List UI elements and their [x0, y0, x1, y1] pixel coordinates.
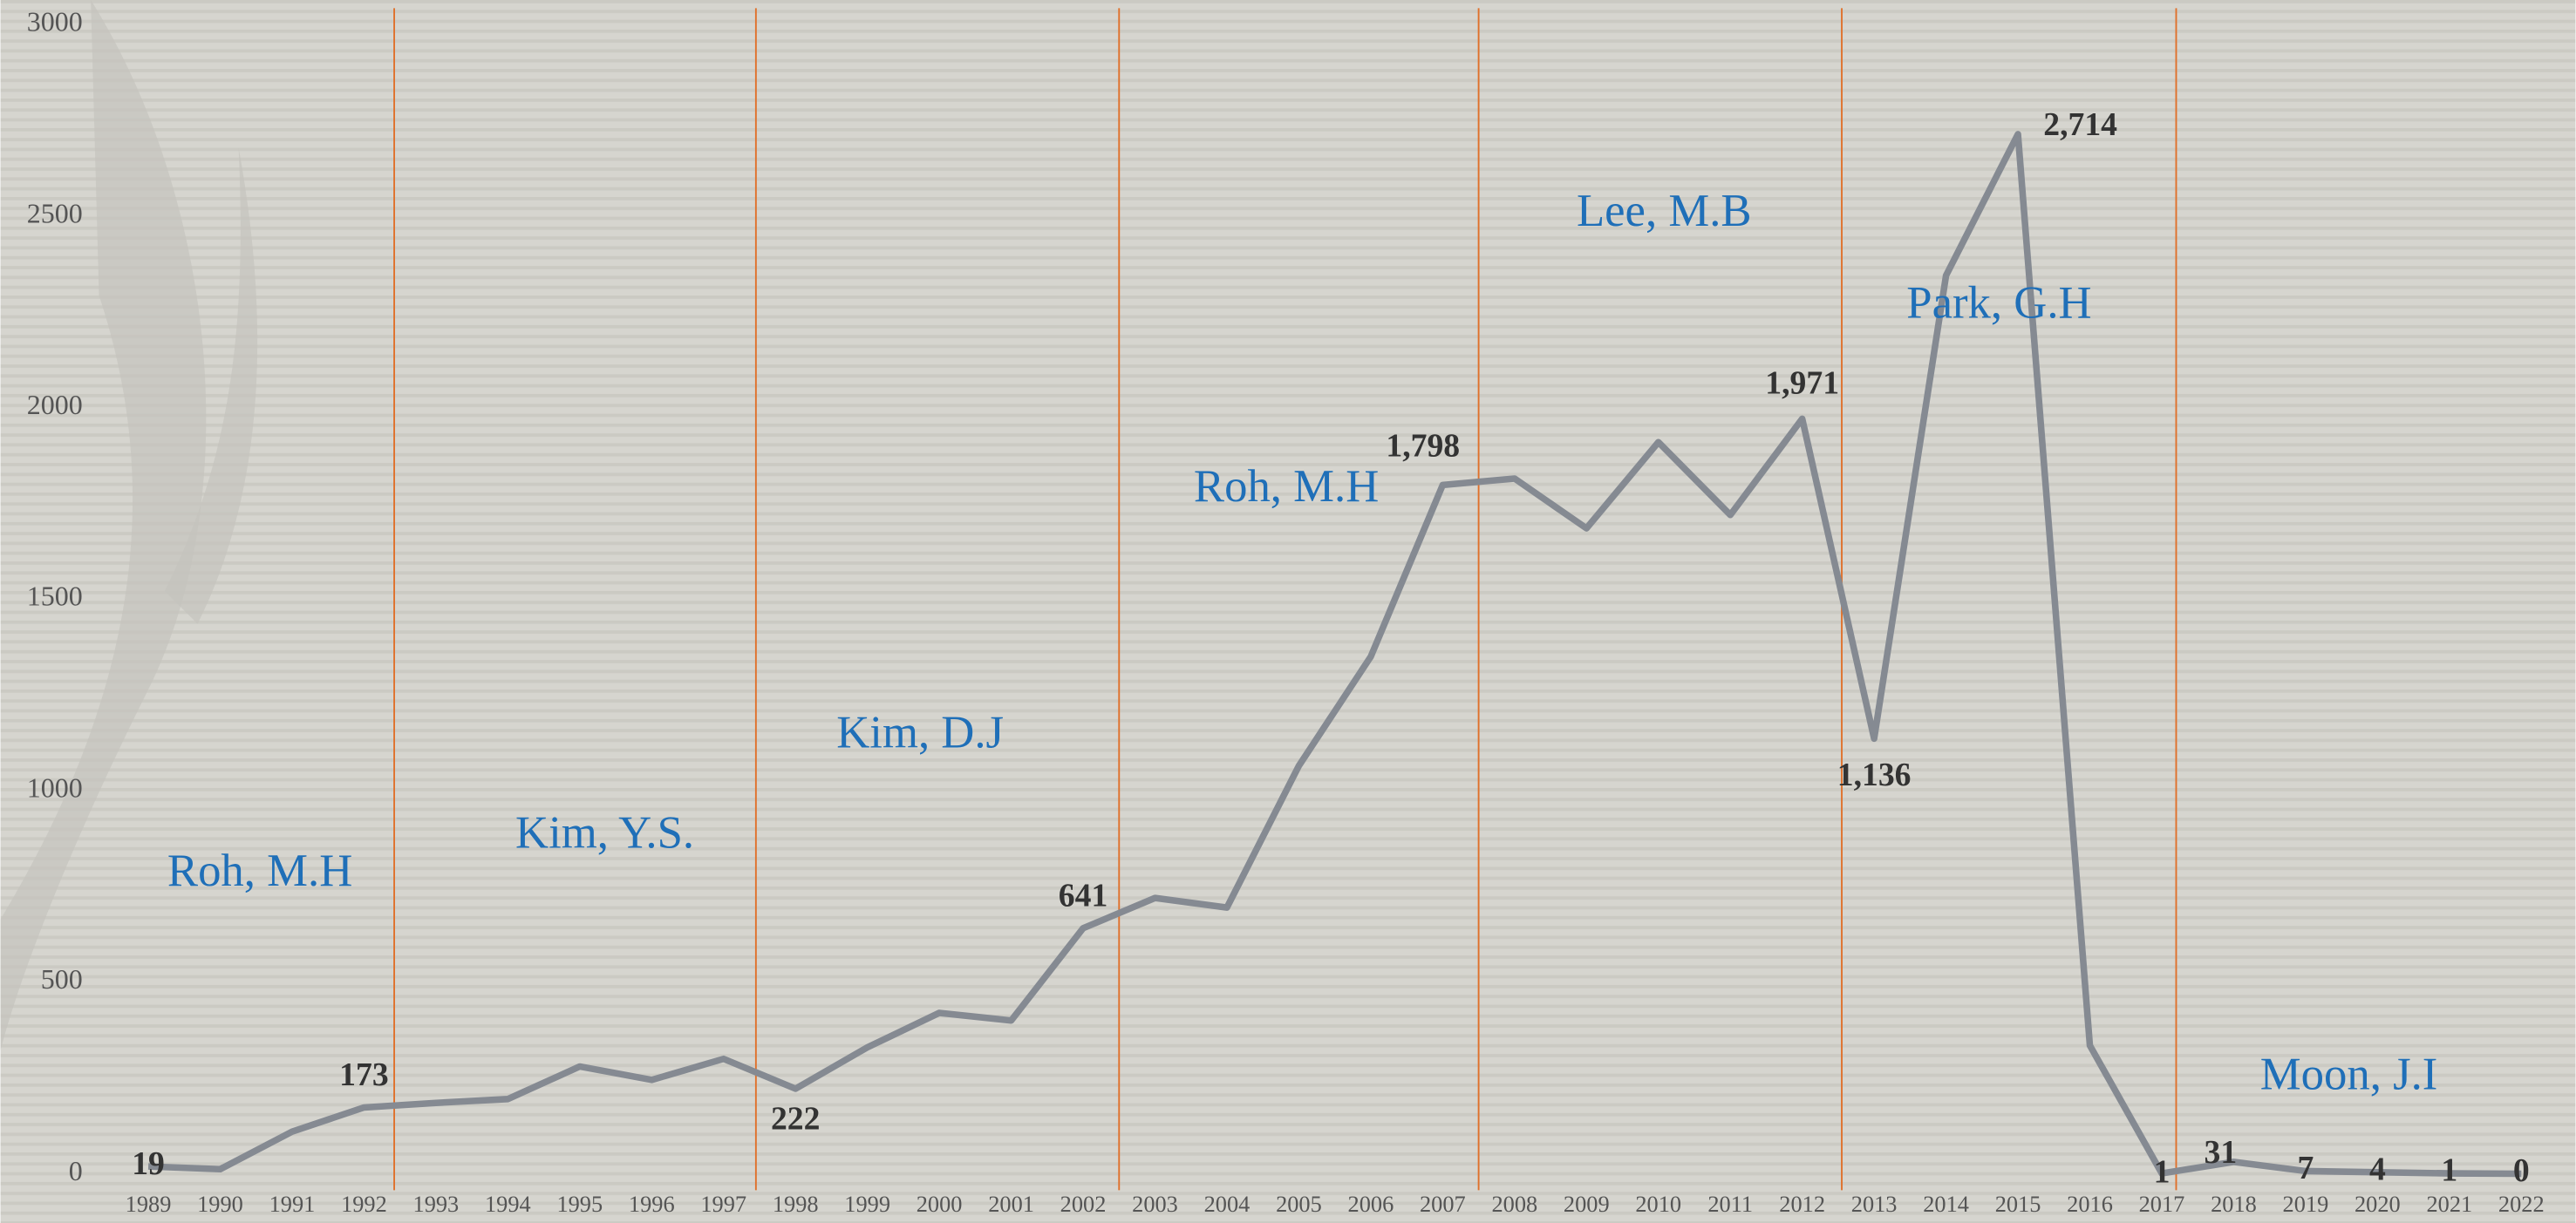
x-tick-label: 1997 — [700, 1192, 746, 1217]
x-tick-label: 2006 — [1348, 1192, 1394, 1217]
chart: 0 500 1000 1500 2000 2500 3000 1989 1990 1991 1992… — [0, 0, 2576, 1223]
data-label: 1,798 — [1386, 428, 1460, 465]
data-label: 0 — [2513, 1152, 2530, 1189]
y-tick-label: 0 — [69, 1155, 83, 1186]
x-tick-label: 2017 — [2139, 1192, 2185, 1217]
data-label: 641 — [1059, 878, 1107, 914]
data-label: 2,714 — [2043, 106, 2117, 143]
data-label: 4 — [2369, 1151, 2386, 1187]
data-label: 173 — [339, 1057, 388, 1093]
x-tick-label: 2018 — [2211, 1192, 2257, 1217]
y-tick-label: 1500 — [27, 581, 83, 612]
x-tick-label: 2021 — [2426, 1192, 2472, 1217]
x-tick-label: 2020 — [2355, 1192, 2401, 1217]
x-tick-label: 2015 — [1995, 1192, 2041, 1217]
y-tick-label: 2000 — [27, 389, 83, 420]
x-tick-label: 1992 — [341, 1192, 387, 1217]
x-tick-label: 1990 — [197, 1192, 243, 1217]
x-tick-label: 2009 — [1564, 1192, 1610, 1217]
x-tick-label: 1999 — [844, 1192, 890, 1217]
x-tick-label: 2004 — [1204, 1192, 1251, 1217]
x-tick-label: 2019 — [2283, 1192, 2329, 1217]
annotation: Lee, M.B — [1577, 186, 1752, 236]
annotation: Kim, Y.S. — [515, 808, 694, 859]
data-label: 19 — [132, 1145, 165, 1182]
x-tick-label: 2007 — [1420, 1192, 1466, 1217]
data-label: 222 — [771, 1100, 820, 1137]
data-label: 31 — [2205, 1134, 2238, 1171]
data-label: 1 — [2154, 1154, 2171, 1191]
annotation: Roh, M.H — [1194, 461, 1379, 512]
annotation: Kim, D.J — [836, 708, 1004, 758]
x-tick-label: 1996 — [629, 1192, 675, 1217]
y-tick-label: 3000 — [27, 6, 83, 37]
x-tick-label: 2013 — [1851, 1192, 1898, 1217]
page: {"chart_data": {"type": "line", "categor… — [0, 0, 2576, 1223]
x-tick-label: 2008 — [1491, 1192, 1537, 1217]
x-tick-label: 2012 — [1779, 1192, 1825, 1217]
annotation: Roh, M.H — [167, 846, 352, 896]
y-tick-label: 1000 — [27, 771, 83, 803]
x-tick-label: 1989 — [126, 1192, 172, 1217]
x-tick-label: 1995 — [556, 1192, 603, 1217]
x-tick-label: 2016 — [2067, 1192, 2113, 1217]
data-label: 1,971 — [1765, 364, 1839, 401]
x-tick-label: 2001 — [988, 1192, 1034, 1217]
x-tick-label: 1991 — [269, 1192, 316, 1217]
x-tick-label: 2005 — [1276, 1192, 1322, 1217]
x-tick-label: 2000 — [917, 1192, 963, 1217]
x-tick-label: 2002 — [1060, 1192, 1107, 1217]
background — [1, 0, 2576, 1223]
annotation: Park, G.H — [1906, 277, 2091, 328]
data-label: 1 — [2441, 1152, 2457, 1189]
annotation: Moon, J.I — [2260, 1049, 2438, 1099]
x-tick-label: 1994 — [485, 1192, 531, 1217]
x-tick-label: 2010 — [1635, 1192, 1681, 1217]
y-tick-label: 500 — [41, 963, 83, 995]
x-tick-label: 1998 — [773, 1192, 819, 1217]
x-tick-label: 2003 — [1132, 1192, 1178, 1217]
x-tick-label: 2014 — [1923, 1192, 1969, 1217]
x-tick-label: 2011 — [1707, 1192, 1753, 1217]
data-label: 7 — [2297, 1150, 2314, 1186]
x-tick-label: 2022 — [2498, 1192, 2545, 1217]
x-tick-label: 1993 — [413, 1192, 460, 1217]
data-label: 1,136 — [1837, 757, 1912, 793]
y-tick-label: 2500 — [27, 197, 83, 228]
